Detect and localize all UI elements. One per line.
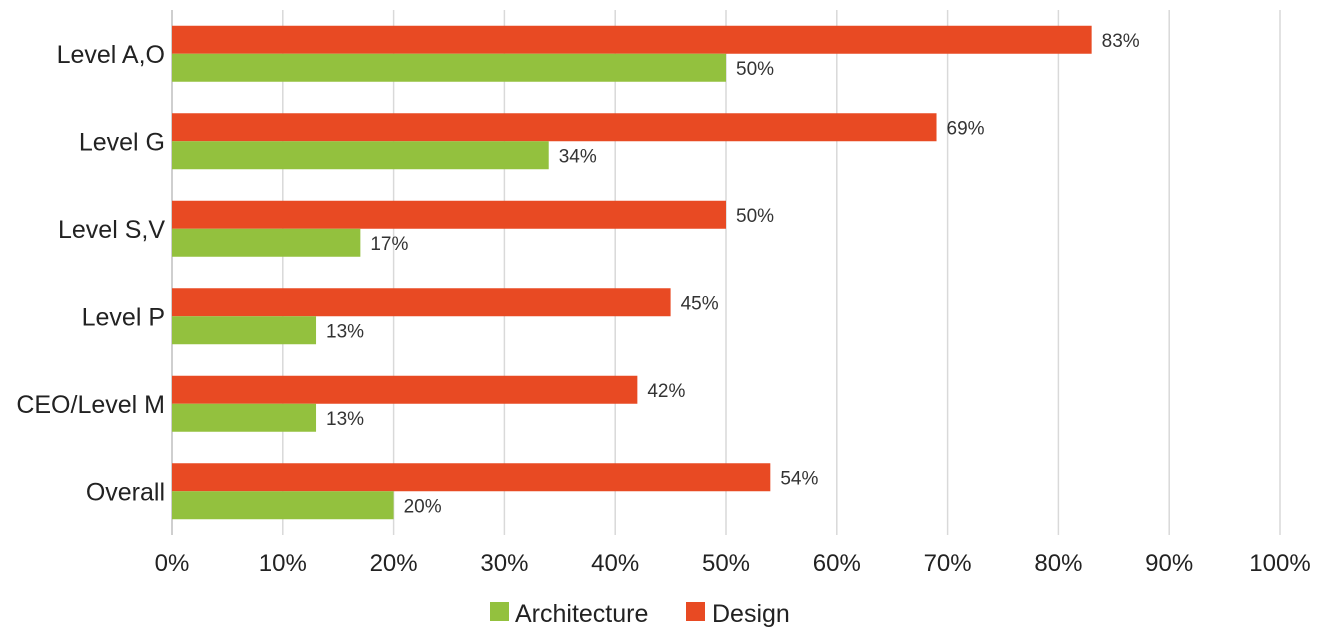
- category-label-overall: Overall: [86, 478, 165, 506]
- category-label-level-s-v: Level S,V: [58, 216, 165, 244]
- data-label-design-ceo-level-m: 42%: [647, 381, 685, 402]
- legend: Architecture Design: [490, 600, 790, 628]
- x-tick-label: 70%: [924, 550, 972, 577]
- x-tick-label: 10%: [259, 550, 307, 577]
- data-label-design-overall: 54%: [780, 468, 818, 489]
- data-label-design-level-s-v: 50%: [736, 206, 774, 227]
- bar-design-level-a-o: [172, 25, 1092, 54]
- gridlines: [171, 10, 1281, 535]
- bar-architecture-ceo-level-m: [172, 403, 317, 432]
- bars: [172, 25, 1092, 520]
- category-labels: Level A,O Level G Level S,V Level P CEO/Leve…: [16, 41, 165, 507]
- data-label-design-level-p: 45%: [681, 293, 719, 314]
- legend-swatch-architecture: [490, 602, 509, 621]
- x-tick-label: 50%: [702, 550, 750, 577]
- bar-architecture-level-g: [172, 141, 549, 170]
- bar-architecture-level-p: [172, 316, 317, 345]
- bar-design-level-s-v: [172, 200, 726, 229]
- bar-architecture-level-a-o: [172, 53, 726, 82]
- legend-label-architecture: Architecture: [515, 600, 648, 628]
- data-label-architecture-level-p: 13%: [326, 321, 364, 342]
- bar-design-level-g: [172, 113, 937, 142]
- category-label-level-a-o: Level A,O: [57, 41, 165, 69]
- x-tick-label: 20%: [370, 550, 418, 577]
- legend-swatch-design: [686, 602, 705, 621]
- data-label-architecture-ceo-level-m: 13%: [326, 409, 364, 430]
- data-labels: 83% 50% 69% 34% 50% 17% 45% 13% 42% 13% 54% 20%: [326, 31, 1140, 518]
- x-tick-label: 100%: [1249, 550, 1310, 577]
- legend-label-design: Design: [712, 600, 790, 628]
- data-label-architecture-level-a-o: 50%: [736, 59, 774, 80]
- x-axis-ticks: 0% 10% 20% 30% 40% 50% 60% 70% 80% 90% 100%: [155, 550, 1311, 577]
- category-label-level-g: Level G: [79, 128, 165, 156]
- x-tick-label: 40%: [591, 550, 639, 577]
- x-tick-label: 60%: [813, 550, 861, 577]
- bar-design-level-p: [172, 288, 671, 317]
- data-label-architecture-overall: 20%: [404, 496, 442, 517]
- data-label-design-level-a-o: 83%: [1102, 31, 1140, 52]
- x-tick-label: 30%: [480, 550, 528, 577]
- data-label-design-level-g: 69%: [947, 118, 985, 139]
- data-label-architecture-level-g: 34%: [559, 146, 597, 167]
- category-label-level-p: Level P: [82, 303, 165, 331]
- x-tick-label: 80%: [1034, 550, 1082, 577]
- bar-design-overall: [172, 463, 771, 492]
- x-tick-label: 0%: [155, 550, 190, 577]
- x-tick-label: 90%: [1145, 550, 1193, 577]
- category-label-ceo-level-m: CEO/Level M: [16, 391, 165, 419]
- data-label-architecture-level-s-v: 17%: [370, 234, 408, 255]
- bar-design-ceo-level-m: [172, 375, 638, 404]
- bar-architecture-overall: [172, 491, 394, 520]
- bar-architecture-level-s-v: [172, 228, 361, 257]
